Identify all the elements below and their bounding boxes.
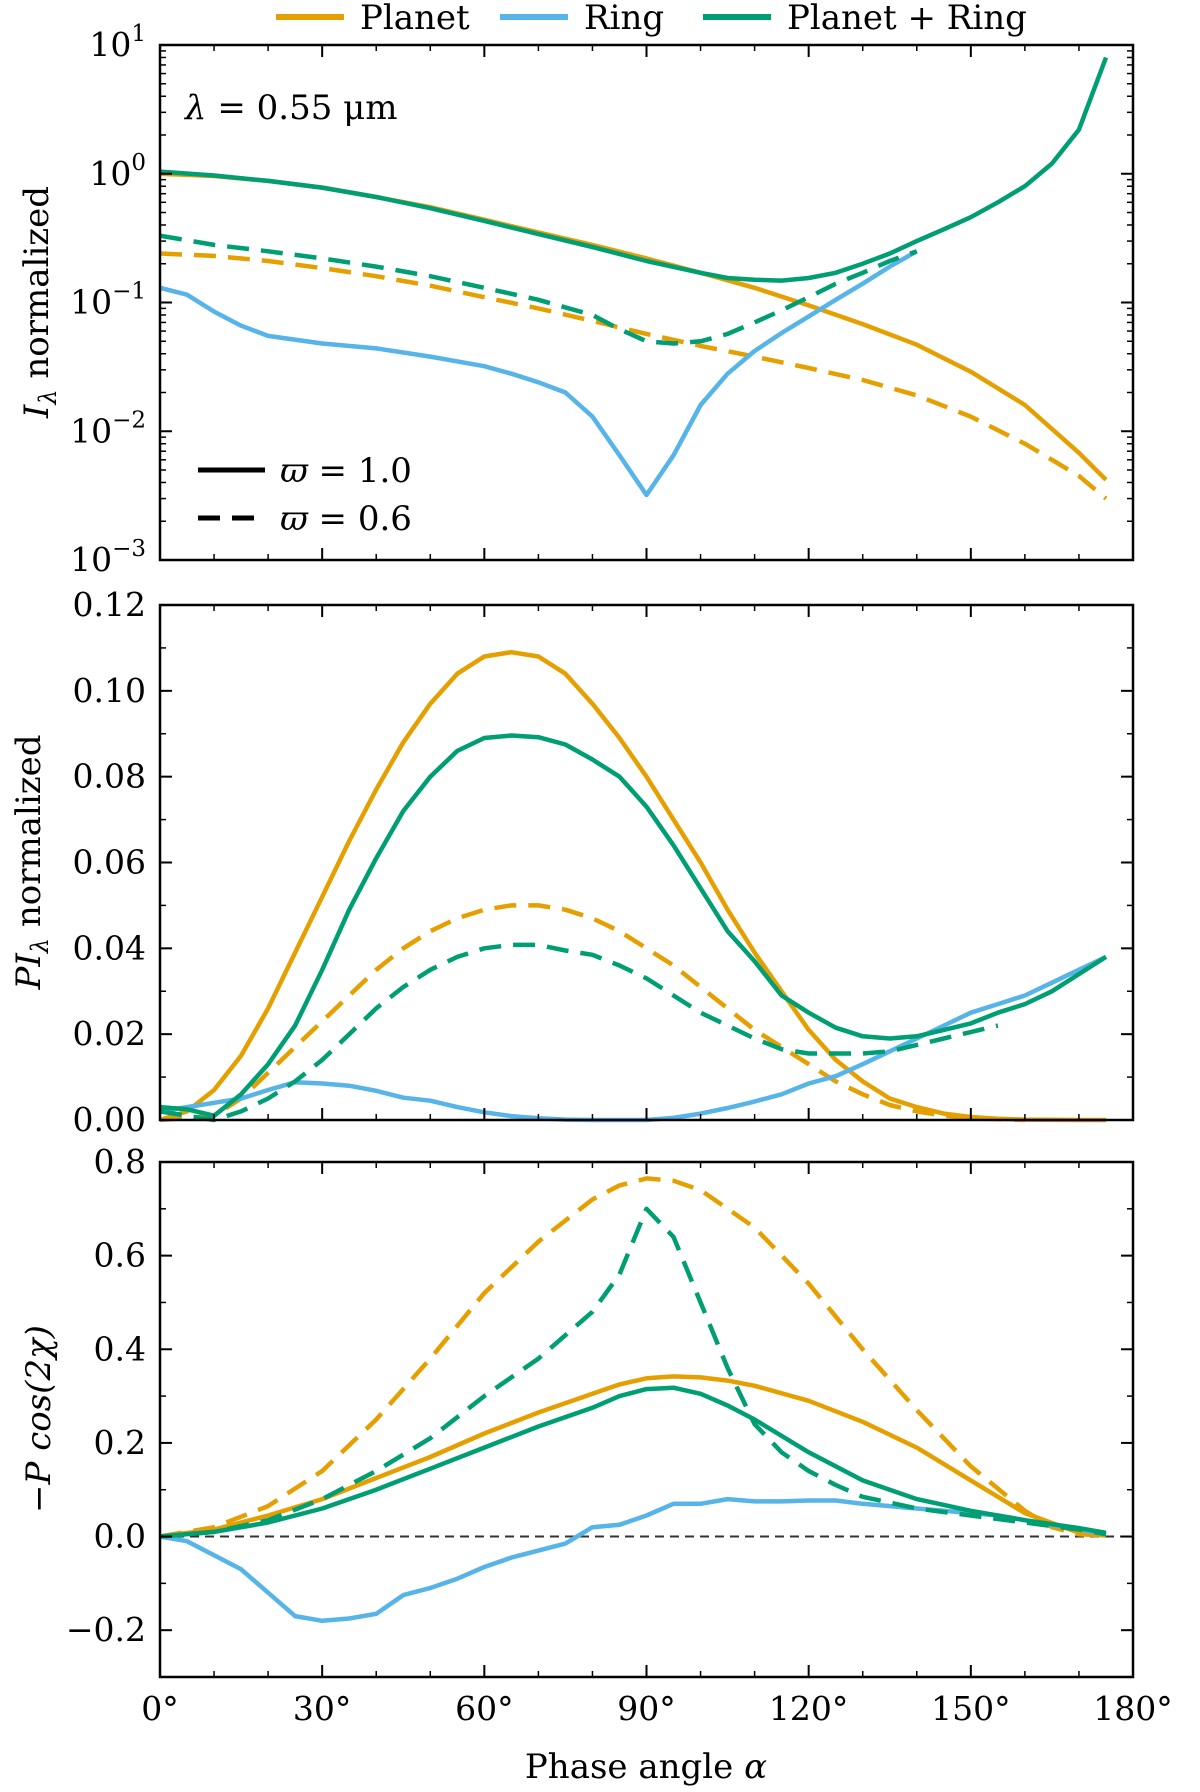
y-tick-label: 0.00 <box>73 1100 146 1139</box>
panel-polarization-y-ticks: −0.2 0.0 0.2 0.4 0.6 0.8 <box>66 1142 1133 1678</box>
y-tick-label: 0.10 <box>73 671 146 710</box>
legend-label-ring: Ring <box>584 0 664 38</box>
y-tick-label: 10−2 <box>70 407 146 450</box>
legend-label-planet: Planet <box>360 0 470 38</box>
series-line-planet-ring-dashed <box>159 233 918 346</box>
x-tick-label: 150° <box>931 1689 1011 1728</box>
series-line-planet-ring-solid <box>159 56 1109 283</box>
panel-polarized-frame <box>158 603 1135 1122</box>
series-line-planet-solid <box>159 649 1106 1123</box>
x-tick-label: 60° <box>455 1689 514 1728</box>
series-line-planet-ring-dashed <box>159 1206 1107 1539</box>
legend: Planet Ring Planet + Ring <box>276 0 1027 38</box>
albedo-legend-dashed-label: ϖ = 0.6 <box>280 499 412 539</box>
y-tick-label: −0.2 <box>66 1610 146 1649</box>
series-line-planet-ring-solid <box>159 1385 1107 1539</box>
y-tick-label: 0.2 <box>94 1423 146 1462</box>
y-tick-label: 0.02 <box>73 1014 146 1053</box>
panel-polarization-frame <box>158 1160 1135 1679</box>
legend-label-planet-ring: Planet + Ring <box>787 0 1027 38</box>
panel-polarized-x-ticks <box>159 605 1134 1120</box>
panel-polarized-y-ticks: 0.00 0.02 0.04 0.06 0.08 0.10 0.12 <box>73 585 1133 1139</box>
lambda-annotation: λ = 0.55 μm <box>183 88 398 128</box>
x-tick-label: 30° <box>293 1689 352 1728</box>
panel-polarization-ylabel: −P cos(2χ) <box>19 1325 59 1513</box>
panel-polarization: −0.2 0.0 0.2 0.4 0.6 0.8 0° 30° 60° 90° 120° 150° 1… <box>19 1142 1173 1787</box>
panel-polarized-ylabel: PIλ normalized <box>9 734 54 990</box>
y-tick-label: 10−3 <box>70 536 146 579</box>
y-tick-label: 101 <box>89 21 146 64</box>
y-tick-label: 0.0 <box>94 1517 146 1556</box>
y-tick-label: 0.8 <box>94 1142 146 1181</box>
y-tick-label: 0.06 <box>73 843 146 882</box>
y-tick-label: 100 <box>89 150 146 193</box>
y-tick-label: 0.6 <box>94 1236 146 1275</box>
panel-polarized: 0.00 0.02 0.04 0.06 0.08 0.10 0.12 PIλ normali… <box>9 585 1135 1139</box>
series-line-ring-solid <box>159 1496 1107 1624</box>
panel-intensity: 10−3 10−2 10−1 100 101 λ = 0.55 μm ϖ = 1.0 ϖ… <box>17 21 1135 579</box>
panel-intensity-y-ticks: 10−3 10−2 10−1 100 101 <box>70 21 1133 579</box>
series-line-planet-dashed <box>159 251 1108 501</box>
panel-intensity-ylabel: Iλ normalized <box>17 186 62 419</box>
panel-intensity-series <box>159 56 1109 501</box>
series-line-planet-ring-dashed <box>159 942 999 1123</box>
y-tick-label: 0.4 <box>94 1329 146 1368</box>
albedo-legend-solid-label: ϖ = 1.0 <box>280 451 412 491</box>
panel-polarization-series <box>159 1176 1107 1624</box>
x-tick-label: 0° <box>141 1689 179 1728</box>
series-line-planet-dashed <box>159 903 1025 1123</box>
series-line-ring-solid <box>159 249 918 498</box>
panel-polarized-series <box>159 649 1108 1123</box>
panel-polarization-x-ticks: 0° 30° 60° 90° 120° 150° 180° <box>141 1162 1173 1728</box>
series-line-planet-ring-solid <box>159 733 1108 1118</box>
panel-intensity-frame <box>158 43 1135 562</box>
series-line-planet-dashed <box>159 1176 1107 1539</box>
y-tick-label: 0.04 <box>73 928 146 967</box>
x-tick-label: 90° <box>617 1689 676 1728</box>
y-tick-label: 0.08 <box>73 757 146 796</box>
y-tick-label: 0.12 <box>73 585 146 624</box>
x-tick-label: 180° <box>1093 1689 1173 1728</box>
x-tick-label: 120° <box>769 1689 849 1728</box>
x-axis-title: Phase angle α <box>525 1747 767 1787</box>
y-tick-label: 10−1 <box>70 279 146 322</box>
series-line-planet-solid <box>159 1374 1107 1539</box>
albedo-legend: ϖ = 1.0 ϖ = 0.6 <box>198 451 412 539</box>
